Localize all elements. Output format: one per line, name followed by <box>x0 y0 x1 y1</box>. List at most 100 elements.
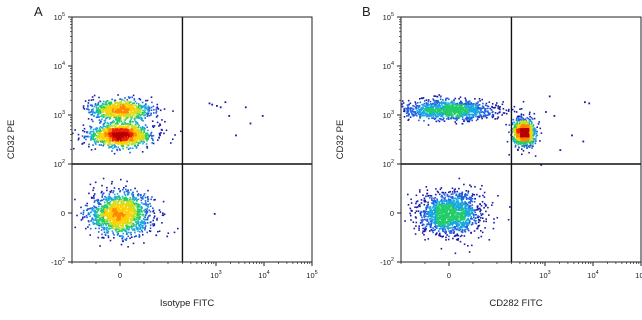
event-dot <box>511 122 514 125</box>
event-dot <box>137 215 139 218</box>
event-dot <box>127 96 130 98</box>
event-dot <box>129 120 132 123</box>
event-dot <box>482 106 485 108</box>
event-dot <box>421 114 423 117</box>
event-dot <box>117 102 120 104</box>
event-dot <box>121 213 123 216</box>
event-dot <box>482 102 484 105</box>
event-dot <box>93 193 96 195</box>
event-dot <box>471 222 474 224</box>
event-dot <box>132 132 135 134</box>
event-dot <box>502 101 504 103</box>
event-dot <box>149 202 151 205</box>
event-dot <box>523 144 526 147</box>
event-dot <box>91 105 93 107</box>
event-dot <box>467 103 470 106</box>
event-dot <box>433 205 435 208</box>
event-dot <box>117 232 119 235</box>
event-dot <box>87 213 90 216</box>
event-dot <box>119 134 122 137</box>
event-dot <box>109 214 112 217</box>
event-dot <box>92 144 94 146</box>
event-dot <box>470 117 472 120</box>
event-dot <box>94 142 97 144</box>
event-dot <box>132 209 134 211</box>
event-dot <box>117 117 120 119</box>
event-dot <box>120 119 123 121</box>
event-dot <box>144 124 147 126</box>
event-dot <box>98 144 101 146</box>
event-dot <box>163 108 166 110</box>
event-dot <box>134 136 137 139</box>
event-dot <box>115 214 117 217</box>
event-dot <box>455 119 458 122</box>
event-dot <box>478 195 481 198</box>
event-dot <box>137 218 140 220</box>
event-dot <box>130 118 133 120</box>
event-dot <box>143 131 145 133</box>
event-dot <box>145 106 147 109</box>
event-dot <box>433 222 436 225</box>
event-dot <box>113 116 115 119</box>
event-dot <box>414 206 416 208</box>
event-dot <box>150 109 153 111</box>
event-dot <box>449 190 451 193</box>
event-dot <box>129 137 132 139</box>
event-dot <box>455 220 457 222</box>
event-dot <box>130 214 133 217</box>
event-dot <box>92 187 95 189</box>
event-dot <box>108 146 110 149</box>
event-dot <box>93 139 95 141</box>
event-dot <box>483 207 485 209</box>
event-dot <box>136 106 139 108</box>
event-dot <box>133 218 136 220</box>
event-dot <box>464 202 467 205</box>
event-dot <box>120 133 123 136</box>
event-dot <box>149 134 151 137</box>
event-dot <box>126 218 128 221</box>
event-dot <box>99 121 102 124</box>
event-dot <box>123 108 125 110</box>
event-dot <box>126 126 128 129</box>
event-dot <box>477 219 480 221</box>
event-dot <box>424 229 427 232</box>
event-dot <box>127 135 130 138</box>
event-dot <box>131 114 134 117</box>
event-dot <box>480 209 482 212</box>
event-dot <box>133 125 136 127</box>
event-dot <box>126 140 129 142</box>
event-dot <box>82 209 85 212</box>
event-dot <box>439 200 442 203</box>
event-dot <box>112 224 115 227</box>
event-dot <box>135 138 137 141</box>
event-dot <box>119 110 121 112</box>
event-dot <box>435 220 437 222</box>
event-dot <box>119 98 122 100</box>
event-dot <box>82 129 84 132</box>
event-dot <box>88 111 90 114</box>
event-dot <box>453 101 455 103</box>
event-dot <box>134 130 136 133</box>
event-dot <box>106 114 109 117</box>
event-dot <box>415 210 418 212</box>
event-dot <box>123 119 126 121</box>
event-dot <box>464 103 467 106</box>
event-dot <box>474 197 476 200</box>
event-dot <box>130 111 132 114</box>
event-dot <box>98 222 101 225</box>
event-dot <box>116 228 119 230</box>
event-dot <box>112 227 114 229</box>
event-dot <box>146 134 148 136</box>
event-dot <box>462 229 464 232</box>
event-dot <box>483 191 486 194</box>
event-dot <box>435 120 438 123</box>
event-dot <box>408 103 410 106</box>
event-dot <box>431 207 434 209</box>
event-dot <box>131 202 134 205</box>
event-dot <box>518 146 520 149</box>
event-dot <box>115 134 117 136</box>
event-dot <box>93 194 95 197</box>
event-dot <box>460 198 463 201</box>
event-dot <box>121 204 123 207</box>
event-dot <box>454 103 456 105</box>
